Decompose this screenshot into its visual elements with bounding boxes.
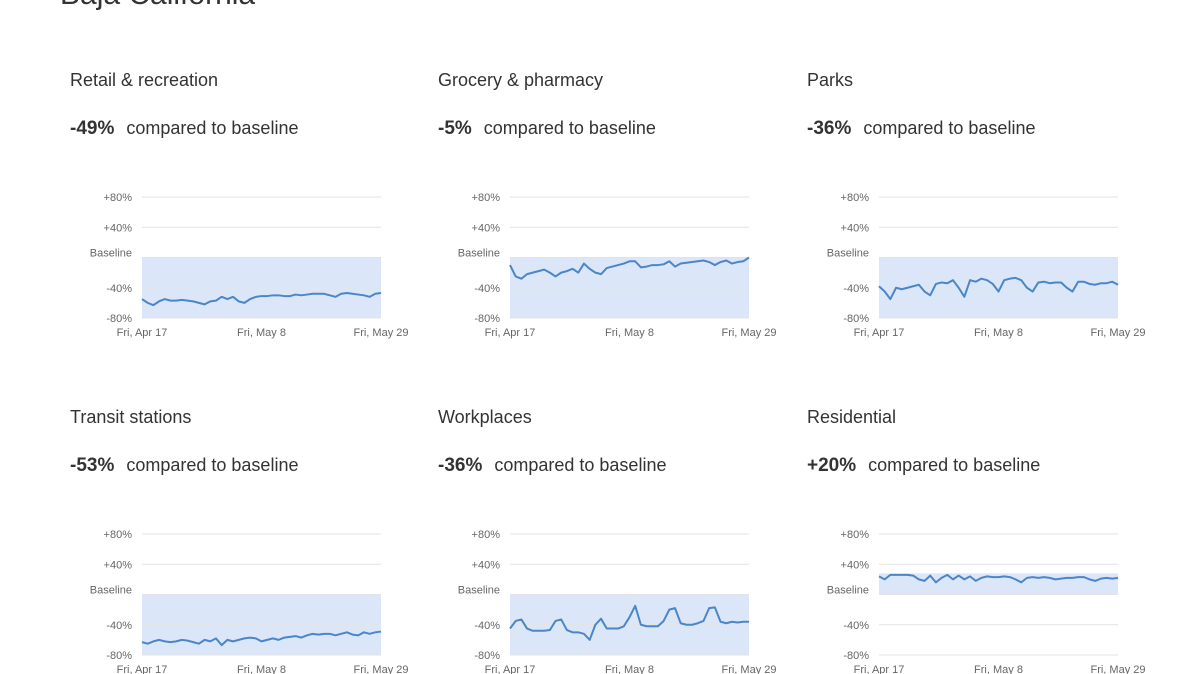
headline: -53% compared to baseline bbox=[70, 455, 298, 476]
headline-note: compared to baseline bbox=[863, 118, 1035, 138]
x-tick-label: Fri, May 8 bbox=[974, 664, 1023, 674]
headline-note: compared to baseline bbox=[494, 455, 666, 475]
trend-line bbox=[878, 276, 1119, 301]
x-tick-label: Fri, May 8 bbox=[605, 664, 654, 674]
chart-title: Parks bbox=[807, 70, 853, 90]
x-tick-label: Fri, Apr 17 bbox=[117, 327, 168, 339]
y-tick-label: +80% bbox=[104, 529, 133, 541]
headline-note: compared to baseline bbox=[868, 455, 1040, 475]
y-tick-label: +80% bbox=[472, 529, 501, 541]
trend-line bbox=[878, 573, 1119, 584]
x-tick-label: Fri, Apr 17 bbox=[854, 664, 905, 674]
y-tick-label: Baseline bbox=[458, 248, 500, 260]
y-tick-label: -80% bbox=[843, 313, 869, 325]
x-tick-label: Fri, May 29 bbox=[353, 327, 408, 339]
chart-title: Transit stations bbox=[70, 407, 191, 427]
y-tick-label: -40% bbox=[474, 283, 500, 295]
y-tick-label: -40% bbox=[474, 620, 500, 632]
x-tick-label: Fri, May 29 bbox=[1090, 664, 1145, 674]
x-tick-label: Fri, Apr 17 bbox=[854, 327, 905, 339]
page-title: Baja California bbox=[60, 0, 255, 11]
x-tick-label: Fri, Apr 17 bbox=[485, 664, 536, 674]
headline: -36% compared to baseline bbox=[807, 118, 1035, 139]
y-tick-label: Baseline bbox=[827, 248, 869, 260]
trend-line bbox=[509, 604, 749, 641]
headline-note: compared to baseline bbox=[126, 455, 298, 475]
x-tick-label: Fri, May 8 bbox=[237, 327, 286, 339]
x-tick-label: Fri, Apr 17 bbox=[117, 664, 168, 674]
y-tick-label: +40% bbox=[104, 559, 133, 571]
x-tick-label: Fri, May 29 bbox=[1090, 327, 1145, 339]
y-tick-label: Baseline bbox=[90, 585, 132, 597]
x-tick-label: Fri, May 8 bbox=[974, 327, 1023, 339]
y-tick-label: -40% bbox=[843, 283, 869, 295]
chart-title: Retail & recreation bbox=[70, 70, 218, 90]
y-tick-label: Baseline bbox=[458, 585, 500, 597]
chart-title: Grocery & pharmacy bbox=[438, 70, 603, 90]
y-tick-label: -80% bbox=[474, 313, 500, 325]
x-tick-label: Fri, May 8 bbox=[605, 327, 654, 339]
y-tick-label: +40% bbox=[472, 559, 501, 571]
x-tick-label: Fri, Apr 17 bbox=[485, 327, 536, 339]
trend-line bbox=[141, 292, 382, 307]
headline-value: -5% bbox=[438, 118, 472, 139]
headline: -5% compared to baseline bbox=[438, 118, 656, 139]
headline-value: -36% bbox=[807, 118, 851, 139]
trend-line bbox=[141, 630, 382, 647]
y-tick-label: +80% bbox=[104, 192, 133, 204]
headline-value: -53% bbox=[70, 455, 114, 476]
y-tick-label: -40% bbox=[106, 620, 132, 632]
headline-value: -36% bbox=[438, 455, 482, 476]
y-tick-label: Baseline bbox=[827, 585, 869, 597]
chart-title: Workplaces bbox=[438, 407, 532, 427]
headline-note: compared to baseline bbox=[126, 118, 298, 138]
x-tick-label: Fri, May 29 bbox=[721, 327, 776, 339]
headline-value: -49% bbox=[70, 118, 114, 139]
y-tick-label: -40% bbox=[106, 283, 132, 295]
y-tick-label: +40% bbox=[104, 222, 133, 234]
y-tick-label: +80% bbox=[472, 192, 501, 204]
trend-line bbox=[509, 256, 750, 280]
y-tick-label: +80% bbox=[841, 192, 870, 204]
headline: -49% compared to baseline bbox=[70, 118, 298, 139]
headline-note: compared to baseline bbox=[484, 118, 656, 138]
headline-value: +20% bbox=[807, 455, 856, 476]
headline: -36% compared to baseline bbox=[438, 455, 666, 476]
y-tick-label: -80% bbox=[106, 650, 132, 662]
y-tick-label: -40% bbox=[843, 620, 869, 632]
y-tick-label: Baseline bbox=[90, 248, 132, 260]
x-tick-label: Fri, May 29 bbox=[721, 664, 776, 674]
headline: +20% compared to baseline bbox=[807, 455, 1040, 476]
y-tick-label: +40% bbox=[472, 222, 501, 234]
y-tick-label: +40% bbox=[841, 222, 870, 234]
chart-title: Residential bbox=[807, 407, 896, 427]
y-tick-label: -80% bbox=[843, 650, 869, 662]
y-tick-label: -80% bbox=[106, 313, 132, 325]
y-tick-label: +80% bbox=[841, 529, 870, 541]
x-tick-label: Fri, May 29 bbox=[353, 664, 408, 674]
y-tick-label: -80% bbox=[474, 650, 500, 662]
y-tick-label: +40% bbox=[841, 559, 870, 571]
x-tick-label: Fri, May 8 bbox=[237, 664, 286, 674]
